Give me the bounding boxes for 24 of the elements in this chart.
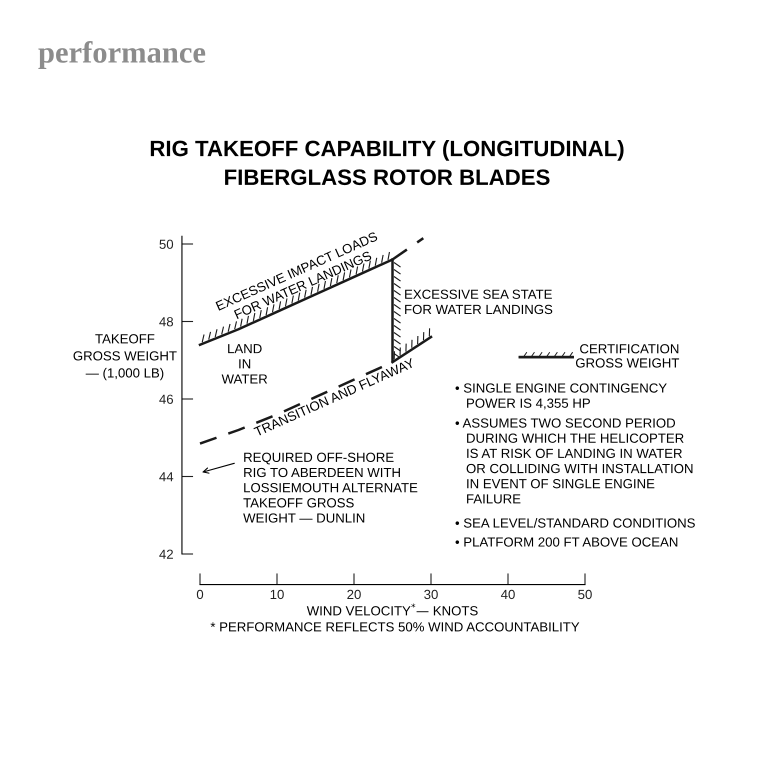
y-tick-label: 44: [159, 472, 174, 482]
annotation: REQUIRED OFF-SHORE RIG TO ABERDEEN WITH LOSSIEMOUTH ALTERNATE TAKEOFF GROSS WEIGHT — DUNLIN: [243, 452, 418, 523]
y-tick-label: 42: [159, 550, 173, 559]
annotation: • SINGLE ENGINE CONTINGENCY POWER IS 4,355 HP: [456, 383, 667, 410]
annotation: • ASSUMES TWO SECOND PERIOD DURING WHICH THE HELICOPTER IS AT RISK OF LANDING IN WATER OR COLLIDING WITH INSTALLATION IN EVENT OF SINGLE ENGINE FAILURE: [456, 418, 692, 504]
legend-label: CERTIFICATION GROSS WEIGHT: [576, 344, 680, 368]
text: * PERFORMANCE REFLECTS 50% WIND ACCOUNTABILITY: [210, 622, 580, 632]
annotation: • SEA LEVEL/STANDARD CONDITIONS: [456, 518, 695, 528]
x-tick-label: 0: [196, 590, 204, 600]
chart-title: RIG TAKEOFF CAPABILITY (LONGITUDINAL) FIBERGLASS ROTOR BLADES: [150, 140, 624, 186]
annotation: LAND IN WATER: [222, 344, 268, 384]
y-tick-label: 50: [159, 240, 174, 249]
chart-subtitle: performance: [38, 40, 206, 70]
annotation: EXCESSIVE SEA STATE FOR WATER LANDINGS: [405, 290, 552, 314]
x-tick-label: 30: [424, 590, 438, 600]
y-axis-title: TAKEOFF GROSS WEIGHT — (1,000 LB): [74, 334, 177, 380]
x-tick-label: 20: [347, 590, 361, 600]
x-tick-label: 10: [270, 590, 284, 600]
x-tick-label: 50: [578, 590, 592, 600]
y-tick-label: 46: [159, 394, 174, 404]
x-axis-title: WIND VELOCITY$^{*}$— KNOTS: [306, 603, 478, 616]
annotation: • PLATFORM 200 FT ABOVE OCEAN: [456, 537, 678, 547]
y-tick-label: 48: [159, 317, 174, 326]
x-tick-label: 40: [500, 590, 515, 600]
